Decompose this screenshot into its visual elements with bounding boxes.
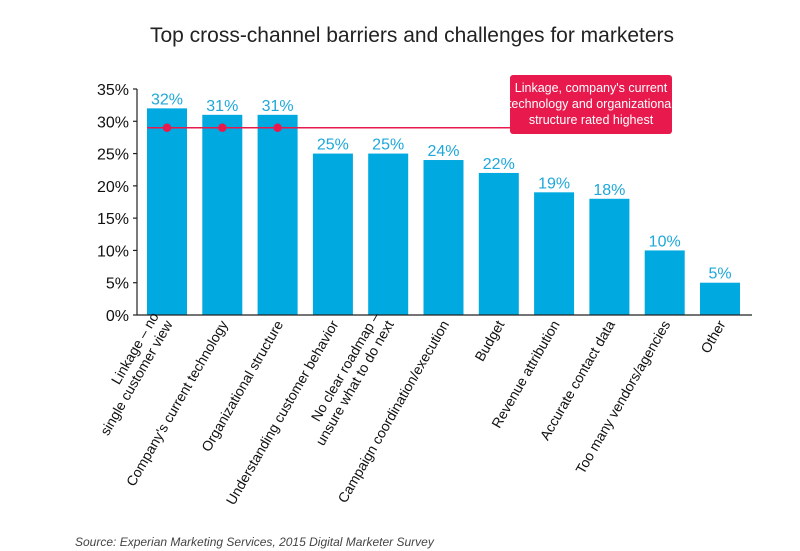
y-tick-label: 35%	[97, 82, 129, 99]
svg-text:Budget: Budget	[471, 317, 507, 364]
y-axis: 0% 5% 10% 15% 20% 25% 30% 35%	[97, 82, 138, 325]
data-label: 18%	[593, 182, 625, 199]
x-tick-label: Too many vendors/agencies	[572, 318, 673, 477]
callout-text: Linkage, company's current technology and…	[508, 81, 674, 127]
bar	[312, 153, 353, 315]
source-note: Source: Experian Marketing Services, 201…	[75, 535, 435, 549]
data-label: 5%	[708, 266, 731, 283]
y-tick-label: 30%	[97, 114, 129, 131]
bar	[478, 172, 519, 315]
bar	[202, 114, 243, 315]
data-label: 19%	[538, 175, 570, 192]
x-tick-label: Budget	[471, 317, 507, 364]
data-label: 22%	[483, 156, 515, 173]
y-tick-label: 25%	[97, 147, 129, 164]
bar	[257, 114, 298, 315]
bar	[700, 282, 740, 315]
y-tick-label: 0%	[106, 308, 129, 325]
data-label: 24%	[427, 143, 459, 160]
y-tick-label: 10%	[97, 243, 129, 260]
y-tick-label: 15%	[97, 211, 129, 228]
data-labels: 32% 31% 31% 25% 25% 24% 22% 19% 18% 10% 5%	[151, 91, 732, 282]
data-label: 25%	[372, 137, 404, 154]
bar	[368, 153, 409, 315]
highlight-dot	[218, 123, 227, 132]
callout-box	[510, 75, 672, 134]
y-tick-label: 20%	[97, 179, 129, 196]
highlight-dot	[162, 123, 172, 132]
bar	[147, 108, 187, 315]
y-tick-label: 5%	[106, 276, 129, 293]
x-axis-labels: Linkage – nosingle customer viewCompany'…	[97, 309, 752, 507]
highlight-dot	[273, 123, 282, 132]
data-label: 10%	[649, 233, 681, 250]
highlight-annotation: Linkage, company's current technology and…	[147, 75, 674, 134]
chart-title: Top cross-channel barriers and challenge…	[150, 24, 674, 47]
bar	[534, 192, 575, 315]
bar	[589, 198, 630, 315]
data-label: 32%	[151, 91, 183, 108]
data-label: 25%	[317, 137, 349, 154]
x-tick-label: Other	[697, 317, 729, 356]
bar	[423, 160, 464, 315]
bar	[644, 250, 685, 315]
data-label: 31%	[206, 98, 238, 115]
data-label: 31%	[262, 98, 294, 115]
svg-text:Other: Other	[697, 317, 729, 356]
bars	[147, 108, 740, 315]
svg-text:Too many vendors/agencies: Too many vendors/agencies	[572, 318, 673, 477]
